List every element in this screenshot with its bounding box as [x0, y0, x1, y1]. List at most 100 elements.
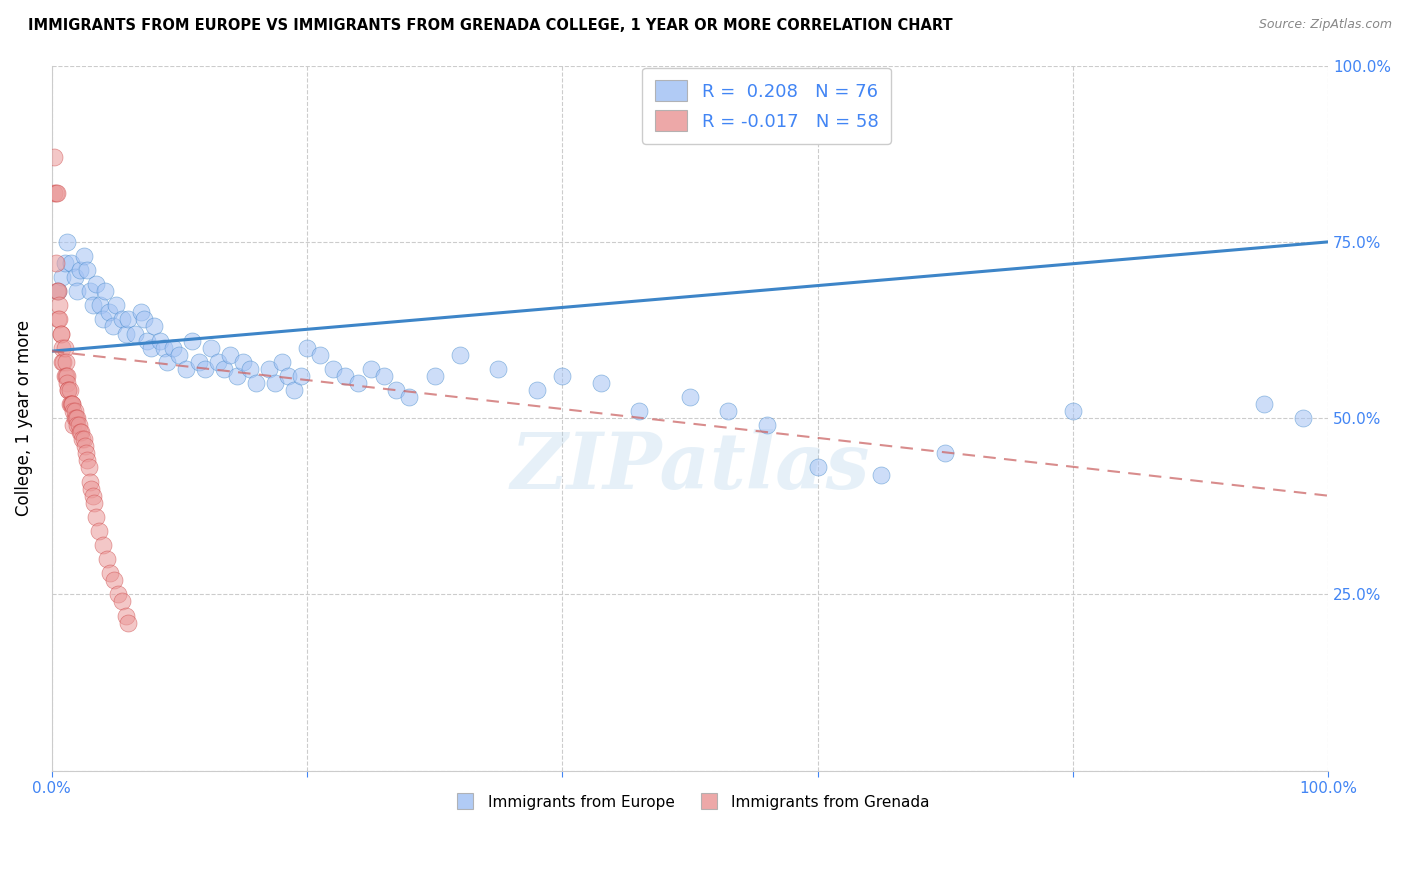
Point	[934, 446, 956, 460]
Point	[60, 397, 83, 411]
Point	[111, 312, 134, 326]
Point	[80, 482, 103, 496]
Point	[44, 186, 66, 200]
Point	[295, 341, 318, 355]
Point	[136, 334, 159, 348]
Legend: Immigrants from Europe, Immigrants from Grenada: Immigrants from Europe, Immigrants from …	[444, 789, 936, 816]
Point	[755, 418, 778, 433]
Point	[129, 305, 152, 319]
Point	[56, 368, 79, 383]
Point	[187, 355, 209, 369]
Point	[156, 355, 179, 369]
Point	[1291, 411, 1313, 425]
Point	[270, 355, 292, 369]
Point	[46, 284, 69, 298]
Point	[91, 312, 114, 326]
Point	[63, 411, 86, 425]
Point	[46, 284, 69, 298]
Point	[308, 348, 330, 362]
Point	[194, 361, 217, 376]
Point	[73, 432, 96, 446]
Point	[82, 298, 104, 312]
Point	[55, 355, 77, 369]
Point	[51, 341, 73, 355]
Point	[212, 361, 235, 376]
Point	[86, 277, 108, 292]
Point	[49, 326, 72, 341]
Point	[67, 418, 90, 433]
Point	[53, 341, 76, 355]
Point	[87, 524, 110, 538]
Point	[141, 341, 163, 355]
Point	[245, 376, 267, 390]
Text: Source: ZipAtlas.com: Source: ZipAtlas.com	[1258, 18, 1392, 31]
Point	[449, 348, 471, 362]
Point	[51, 270, 73, 285]
Point	[627, 404, 650, 418]
Point	[589, 376, 612, 390]
Point	[264, 376, 287, 390]
Point	[55, 368, 77, 383]
Point	[1062, 404, 1084, 418]
Point	[200, 341, 222, 355]
Point	[86, 509, 108, 524]
Point	[111, 594, 134, 608]
Point	[76, 263, 98, 277]
Point	[181, 334, 204, 348]
Point	[162, 341, 184, 355]
Point	[70, 425, 93, 440]
Point	[1253, 397, 1275, 411]
Point	[51, 355, 73, 369]
Point	[49, 326, 72, 341]
Point	[66, 418, 89, 433]
Point	[83, 496, 105, 510]
Point	[488, 361, 510, 376]
Point	[63, 404, 86, 418]
Text: ZIPatlas: ZIPatlas	[510, 429, 870, 506]
Point	[526, 383, 548, 397]
Point	[96, 552, 118, 566]
Point	[870, 467, 893, 482]
Point	[65, 411, 87, 425]
Point	[56, 376, 79, 390]
Point	[104, 298, 127, 312]
Point	[806, 460, 828, 475]
Point	[66, 411, 89, 425]
Point	[124, 326, 146, 341]
Point	[73, 439, 96, 453]
Point	[322, 361, 344, 376]
Point	[114, 608, 136, 623]
Point	[277, 368, 299, 383]
Point	[75, 446, 97, 460]
Point	[59, 256, 82, 270]
Point	[56, 235, 79, 249]
Point	[52, 355, 75, 369]
Point	[232, 355, 254, 369]
Point	[98, 305, 121, 319]
Point	[114, 326, 136, 341]
Text: IMMIGRANTS FROM EUROPE VS IMMIGRANTS FROM GRENADA COLLEGE, 1 YEAR OR MORE CORREL: IMMIGRANTS FROM EUROPE VS IMMIGRANTS FRO…	[28, 18, 953, 33]
Point	[423, 368, 446, 383]
Point	[45, 256, 67, 270]
Point	[103, 574, 125, 588]
Point	[45, 284, 67, 298]
Point	[132, 312, 155, 326]
Point	[290, 368, 312, 383]
Point	[142, 319, 165, 334]
Point	[69, 425, 91, 440]
Point	[72, 432, 94, 446]
Point	[398, 390, 420, 404]
Point	[207, 355, 229, 369]
Point	[373, 368, 395, 383]
Point	[219, 348, 242, 362]
Point	[79, 475, 101, 489]
Point	[117, 312, 139, 326]
Point	[45, 186, 67, 200]
Point	[360, 361, 382, 376]
Point	[239, 361, 262, 376]
Point	[347, 376, 370, 390]
Point	[100, 566, 122, 581]
Point	[58, 383, 80, 397]
Point	[679, 390, 702, 404]
Point	[59, 397, 82, 411]
